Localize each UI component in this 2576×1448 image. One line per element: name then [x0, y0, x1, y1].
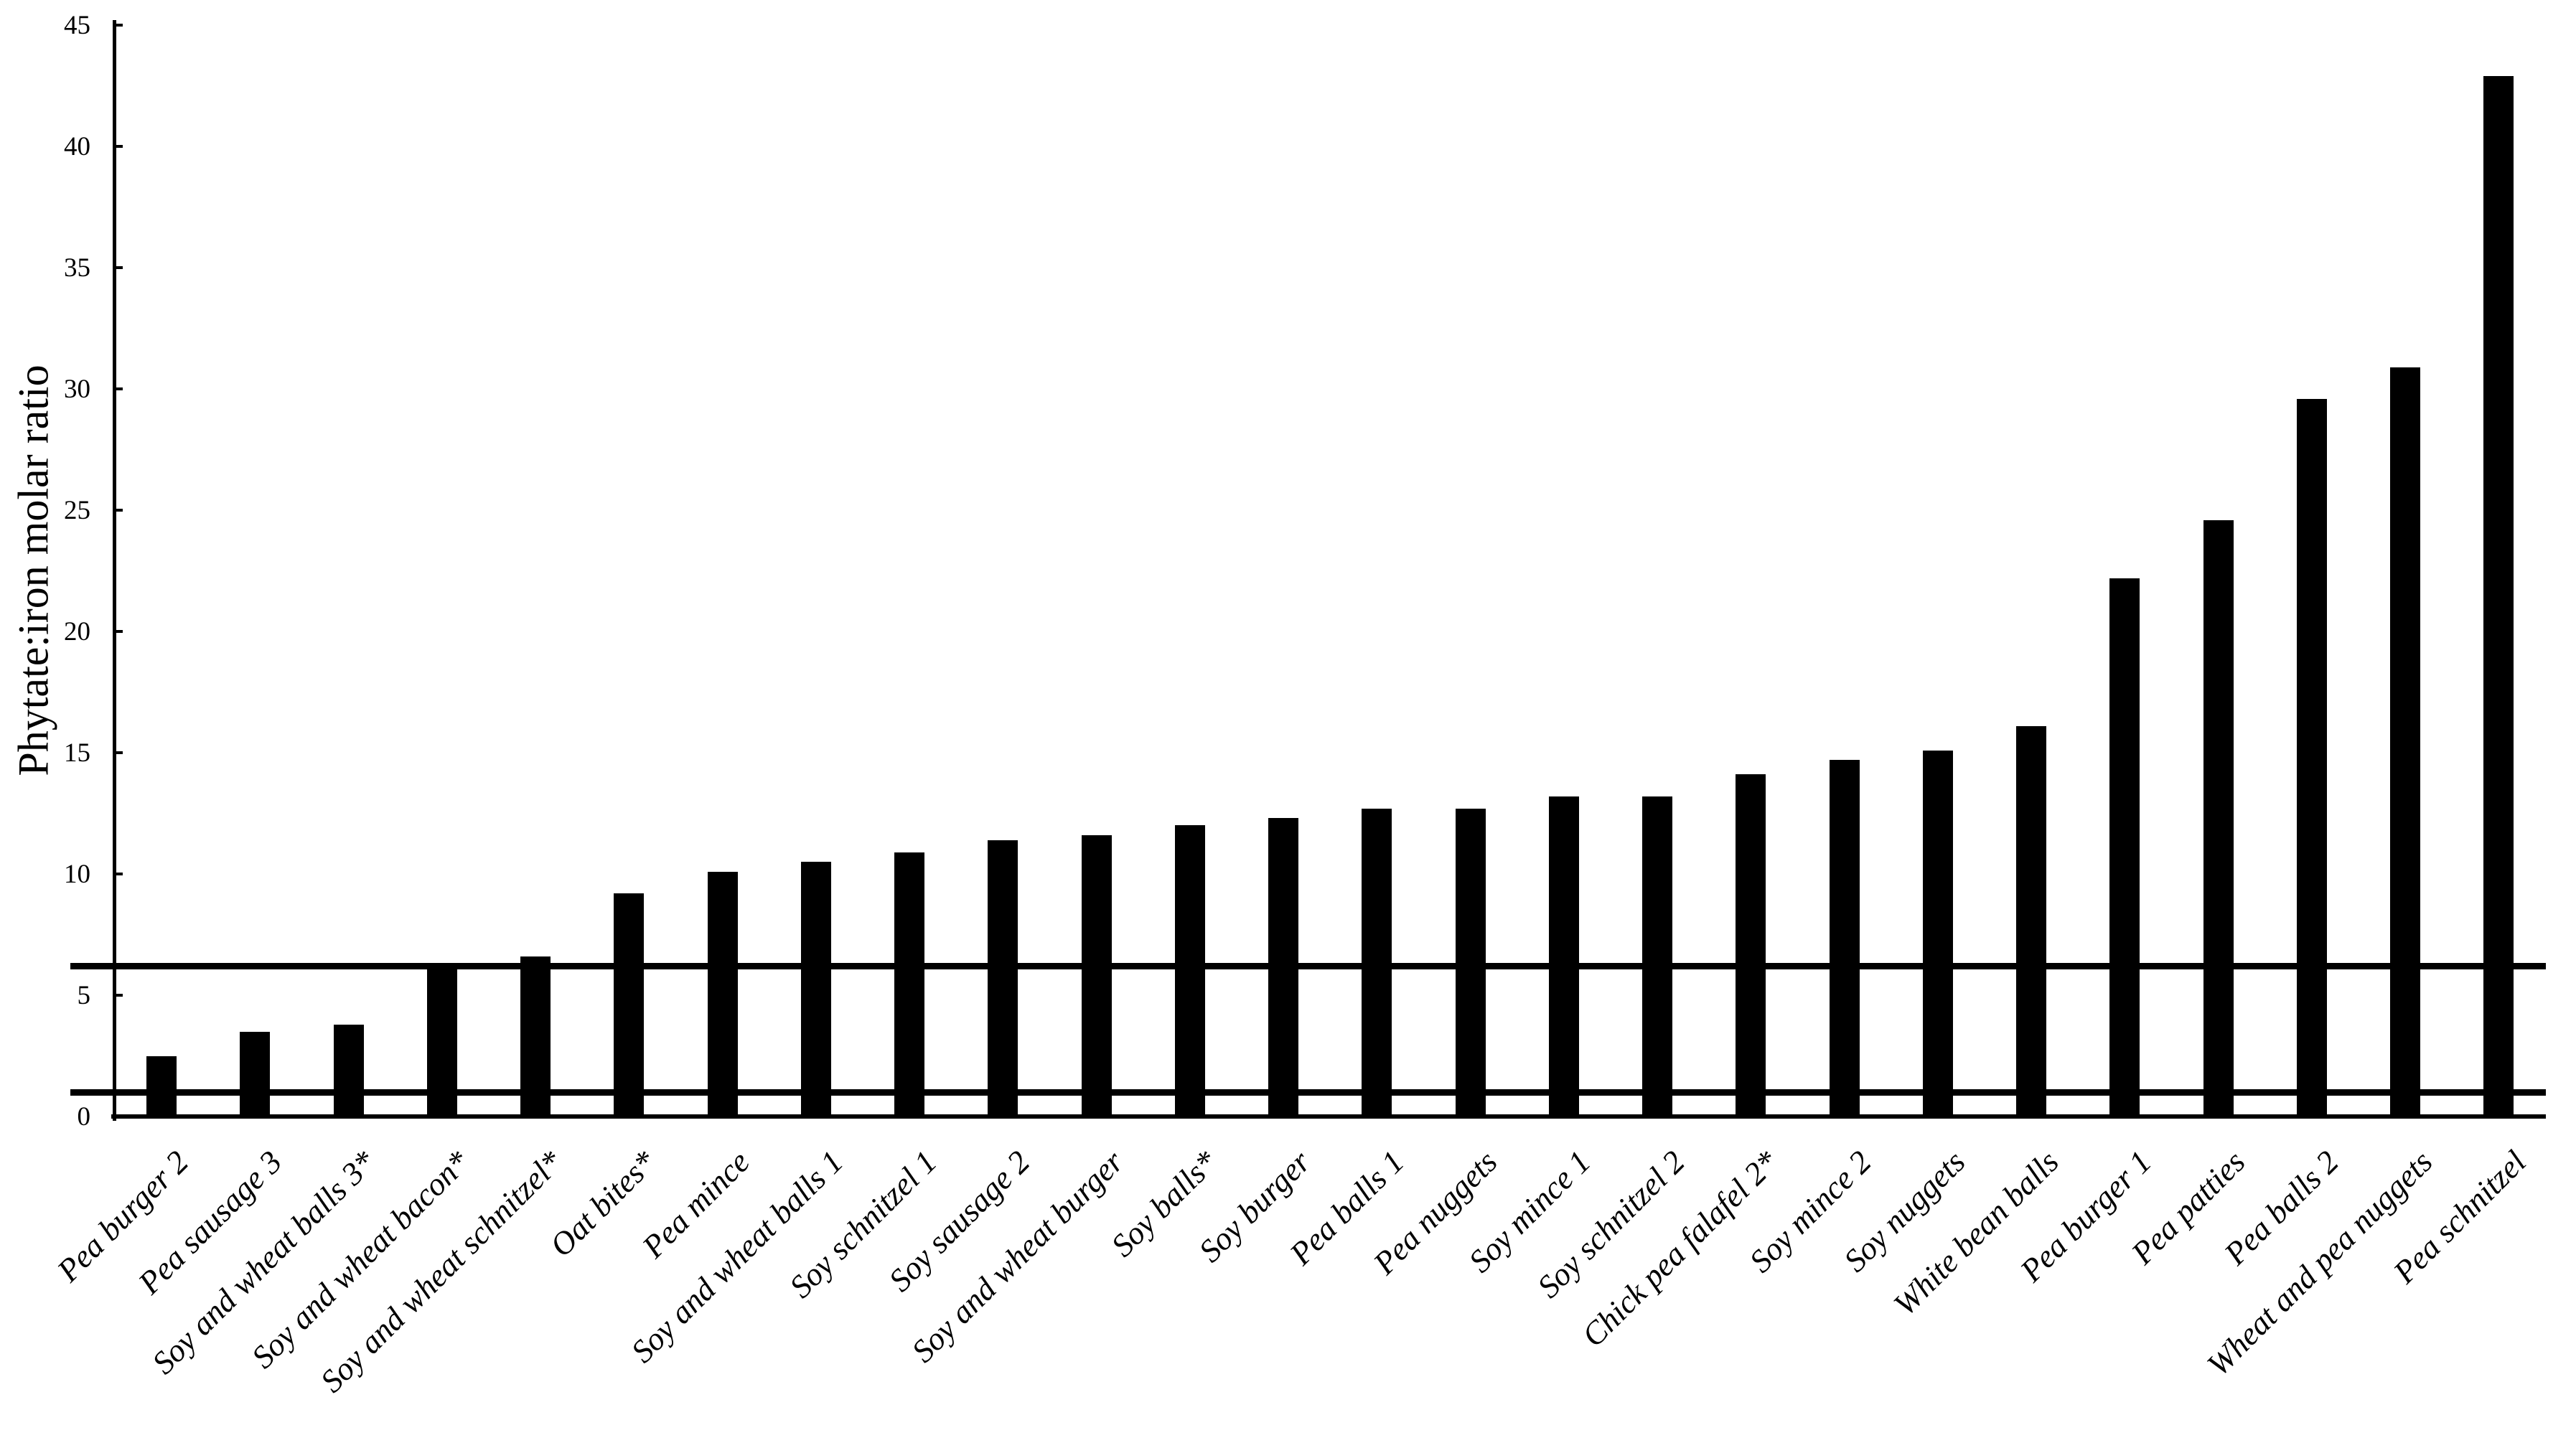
bar: [1455, 808, 1486, 1116]
y-axis-title: Phytate:iron molar ratio: [9, 365, 57, 776]
y-tick-label: 35: [64, 253, 90, 283]
y-tick-label: 5: [77, 981, 91, 1010]
y-tick-label: 25: [64, 496, 90, 525]
bar: [240, 1031, 271, 1116]
bar: [2483, 75, 2514, 1116]
bar: [1081, 835, 1112, 1116]
bar: [520, 956, 551, 1116]
bar: [146, 1056, 177, 1116]
y-tick-mark: [113, 994, 123, 997]
bar: [333, 1024, 364, 1116]
y-tick-label: 10: [64, 860, 90, 889]
y-tick-mark: [113, 24, 123, 27]
bar: [1362, 808, 1392, 1116]
bar: [1642, 796, 1672, 1116]
bar: [2390, 367, 2420, 1116]
bar: [2109, 578, 2140, 1116]
bar: [2296, 398, 2327, 1116]
bar: [1174, 825, 1205, 1116]
bar: [614, 893, 645, 1116]
y-tick-mark: [113, 145, 123, 148]
y-axis-line: [113, 20, 116, 1121]
y-tick-mark: [113, 630, 123, 633]
bar: [1548, 796, 1579, 1116]
bar: [426, 966, 457, 1116]
y-tick-mark: [113, 873, 123, 875]
y-tick-label: 0: [77, 1102, 91, 1132]
bar: [1736, 774, 1766, 1116]
y-tick-label: 40: [64, 132, 90, 161]
bar: [894, 852, 924, 1116]
y-tick-label: 20: [64, 617, 90, 647]
upper-threshold-line: [70, 962, 2546, 969]
y-tick-label: 15: [64, 738, 90, 768]
y-tick-mark: [113, 509, 123, 512]
bar: [1268, 818, 1298, 1116]
lower-threshold-line: [70, 1089, 2546, 1096]
bar: [988, 840, 1018, 1116]
bar: [800, 862, 831, 1116]
y-tick-label: 45: [64, 11, 90, 40]
bar: [707, 871, 738, 1116]
y-tick-mark: [113, 387, 123, 390]
bar: [2016, 725, 2046, 1116]
bar: [2203, 520, 2234, 1116]
x-axis-line: [111, 1114, 2546, 1119]
y-tick-mark: [113, 266, 123, 269]
y-tick-label: 30: [64, 375, 90, 404]
x-category-label: White bean balls: [1886, 1143, 2066, 1323]
y-tick-mark: [113, 751, 123, 754]
bar: [1829, 760, 1860, 1116]
bar: [1922, 750, 1953, 1116]
y-tick-mark: [113, 1115, 123, 1118]
